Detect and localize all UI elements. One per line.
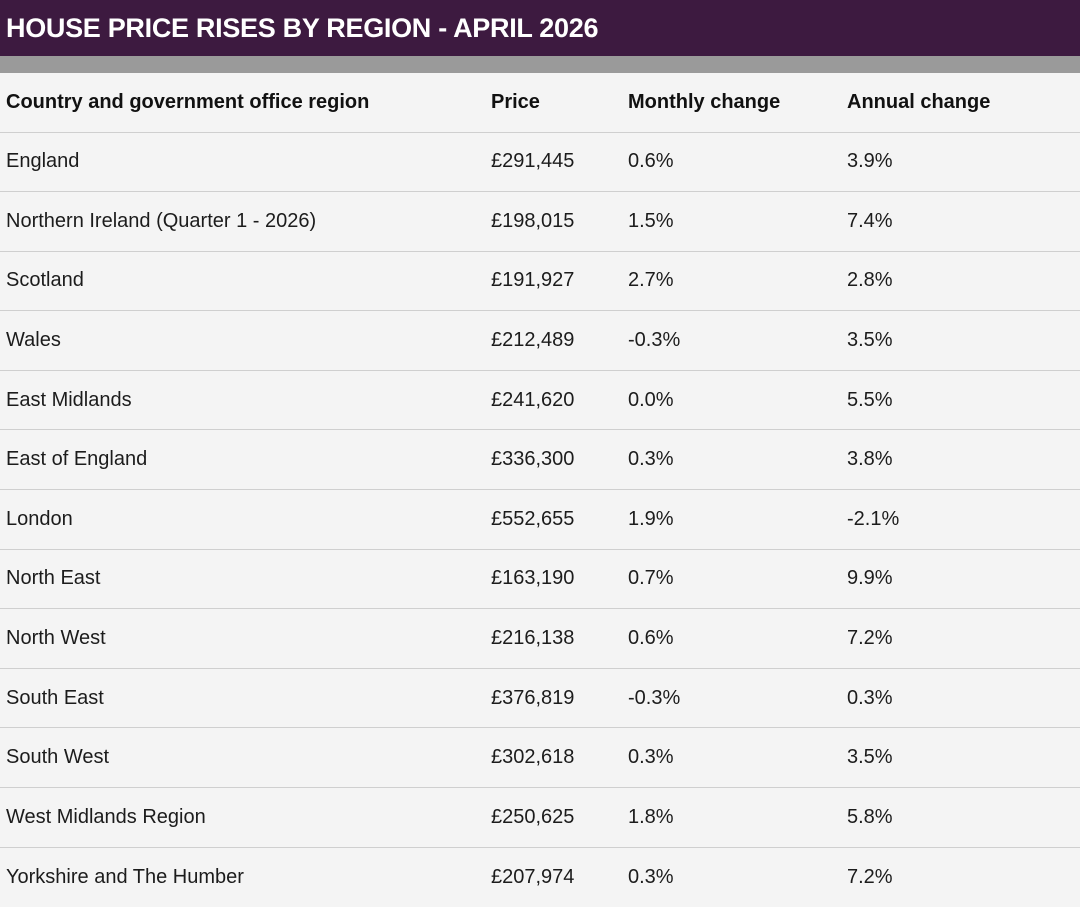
cell-monthly-change: 0.3% (628, 429, 847, 491)
cell-monthly-change: 0.6% (628, 132, 847, 193)
cell-price: £376,819 (491, 668, 628, 729)
cell-region: North West (0, 608, 491, 669)
cell-monthly-change: 1.9% (628, 489, 847, 550)
header-monthly-change: Monthly change (628, 73, 847, 133)
cell-price: £250,625 (491, 787, 628, 848)
cell-region: Northern Ireland (Quarter 1 - 2026) (0, 191, 491, 252)
header-region: Country and government office region (0, 73, 491, 133)
cell-annual-change: 3.9% (847, 132, 1080, 193)
cell-annual-change: 5.8% (847, 787, 1080, 848)
cell-monthly-change: -0.3% (628, 310, 847, 371)
cell-monthly-change: 0.3% (628, 727, 847, 789)
cell-annual-change: 5.5% (847, 370, 1080, 431)
table-row: South West £302,618 0.3% 3.5% (0, 727, 1080, 789)
cell-annual-change: 0.3% (847, 668, 1080, 729)
cell-price: £241,620 (491, 370, 628, 431)
table-row: South East £376,819 -0.3% 0.3% (0, 668, 1080, 729)
table-row: Northern Ireland (Quarter 1 - 2026) £198,… (0, 191, 1080, 252)
cell-annual-change: 7.2% (847, 608, 1080, 669)
cell-region: Yorkshire and The Humber (6, 865, 244, 888)
cell-annual-change: 3.8% (847, 429, 1080, 491)
cell-price: £291,445 (491, 132, 628, 193)
table-row: North East £163,190 0.7% 9.9% (0, 549, 1080, 610)
cell-price: £207,974 (491, 865, 575, 888)
cell-price: £163,190 (491, 549, 628, 610)
cell-region: London (0, 489, 491, 550)
cell-monthly-change: 0.3% (628, 865, 674, 888)
cell-monthly-change: 1.5% (628, 191, 847, 252)
cell-price: £198,015 (491, 191, 628, 252)
divider-band (0, 56, 1080, 73)
cell-region: England (0, 132, 491, 193)
cell-region: South West (0, 727, 491, 789)
cell-annual-change: 3.5% (847, 310, 1080, 371)
cell-monthly-change: 0.0% (628, 370, 847, 431)
cell-monthly-change: -0.3% (628, 668, 847, 729)
cell-region: South East (0, 668, 491, 729)
cell-price: £336,300 (491, 429, 628, 491)
header-price: Price (491, 73, 628, 133)
cell-price: £216,138 (491, 608, 628, 669)
cell-monthly-change: 1.8% (628, 787, 847, 848)
header-annual-change: Annual change (847, 73, 1080, 133)
cell-region: Scotland (0, 251, 491, 312)
table-row: North West £216,138 0.6% 7.2% (0, 608, 1080, 669)
cell-price: £302,618 (491, 727, 628, 789)
cell-annual-change: 7.2% (847, 865, 893, 888)
table-row: East of England £336,300 0.3% 3.8% (0, 429, 1080, 491)
table-header: Country and government office region Pri… (0, 73, 1080, 133)
table-row: London £552,655 1.9% -2.1% (0, 489, 1080, 550)
table-row: West Midlands Region £250,625 1.8% 5.8% (0, 787, 1080, 848)
house-price-table: Country and government office region Pri… (0, 73, 1080, 907)
table-row: East Midlands £241,620 0.0% 5.5% (0, 370, 1080, 431)
cell-annual-change: 3.5% (847, 727, 1080, 789)
table-row: Wales £212,489 -0.3% 3.5% (0, 310, 1080, 371)
cell-annual-change: 9.9% (847, 549, 1080, 610)
table-row: Yorkshire and The Humber £207,974 0.3% 7.2% (0, 847, 1080, 907)
header-row: Country and government office region Pri… (0, 73, 1080, 133)
cell-price: £552,655 (491, 489, 628, 550)
cell-region: Wales (0, 310, 491, 371)
cell-monthly-change: 2.7% (628, 251, 847, 312)
cell-region: West Midlands Region (0, 787, 491, 848)
table-row: England £291,445 0.6% 3.9% (0, 132, 1080, 193)
cell-annual-change: 7.4% (847, 191, 1080, 252)
table-body: England £291,445 0.6% 3.9% Northern Ireland … (0, 132, 1080, 907)
cell-monthly-change: 0.7% (628, 549, 847, 610)
cell-price: £212,489 (491, 310, 628, 371)
cell-region: East Midlands (0, 370, 491, 431)
cell-annual-change: -2.1% (847, 489, 1080, 550)
cell-price: £191,927 (491, 251, 628, 312)
page-title: HOUSE PRICE RISES BY REGION - APRIL 2026 (6, 12, 599, 43)
cell-monthly-change: 0.6% (628, 608, 847, 669)
cell-annual-change: 2.8% (847, 251, 1080, 312)
cell-region: North East (0, 549, 491, 610)
cell-region: East of England (0, 429, 491, 491)
title-bar: HOUSE PRICE RISES BY REGION - APRIL 2026 (0, 0, 1080, 56)
table-row: Scotland £191,927 2.7% 2.8% (0, 251, 1080, 312)
